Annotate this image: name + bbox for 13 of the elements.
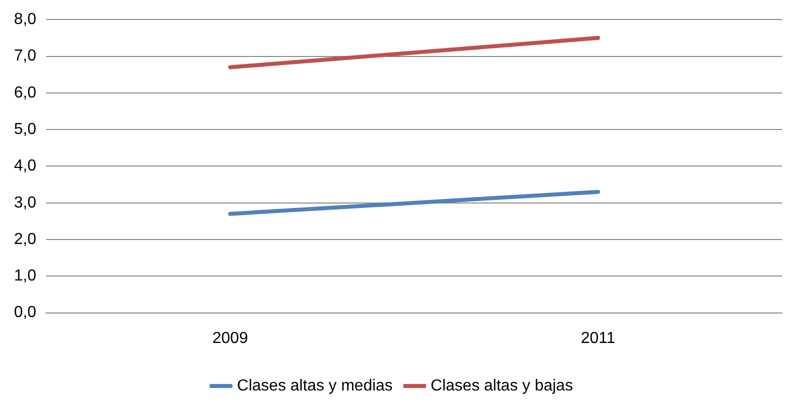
y-tick-label: 1,0 [14,268,36,285]
y-tick-label: 8,0 [14,11,36,28]
legend-label: Clases altas y bajas [430,377,573,394]
y-tick-label: 7,0 [14,48,36,65]
x-tick-label: 2011 [580,330,616,347]
y-tick-label: 6,0 [14,84,36,102]
y-tick-label: 3,0 [14,194,36,212]
y-tick-label: 0,0 [14,304,36,322]
y-tick-label: 2,0 [14,230,36,248]
legend-label: Clases altas y medias [237,377,393,394]
y-tick-label: 5,0 [14,120,36,138]
y-tick-label: 4,0 [14,158,36,175]
x-tick-label: 2009 [212,330,248,347]
